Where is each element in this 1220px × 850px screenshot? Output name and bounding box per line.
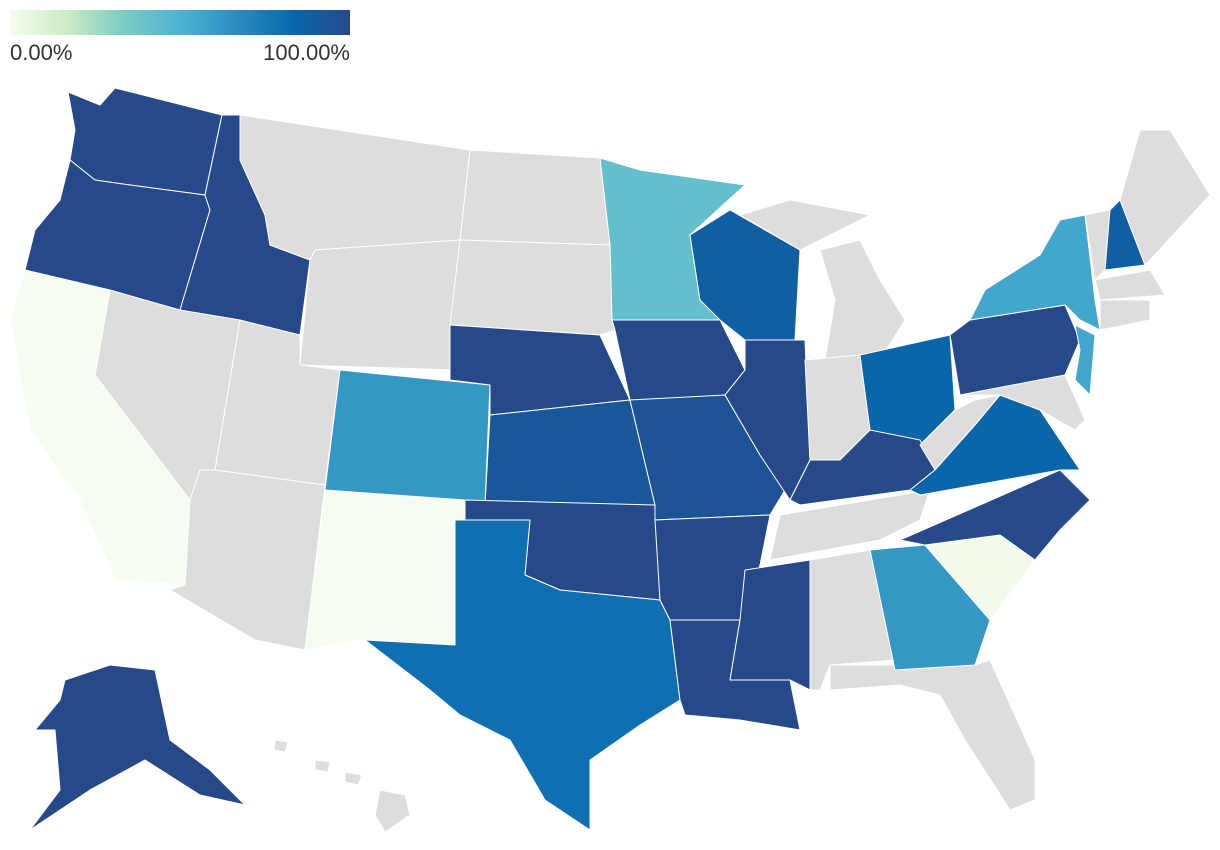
region [769,489,931,561]
region [299,239,461,371]
region [1094,269,1166,301]
scale-label: 0.00% [10,40,72,65]
region [969,214,1101,331]
color-scale [10,10,350,35]
region [1074,324,1096,396]
region [1099,299,1151,331]
region [374,789,411,833]
legend: 0.00% 100.00% [10,10,350,65]
region [484,399,656,506]
region [459,149,611,246]
region [364,519,681,831]
region [314,759,331,773]
region [29,664,246,831]
region [899,469,1091,561]
region [169,469,326,651]
region [789,429,936,506]
region [739,199,871,251]
regions [9,87,1211,833]
region [1119,129,1211,266]
scale-label: 100.00% [263,40,350,65]
region [324,369,491,506]
region [239,114,471,261]
region [344,771,363,786]
region [449,239,616,336]
region [611,319,746,406]
region [304,489,466,651]
region [869,544,991,671]
region [729,559,811,691]
region [273,739,289,753]
region [829,659,1036,811]
region [819,239,906,361]
